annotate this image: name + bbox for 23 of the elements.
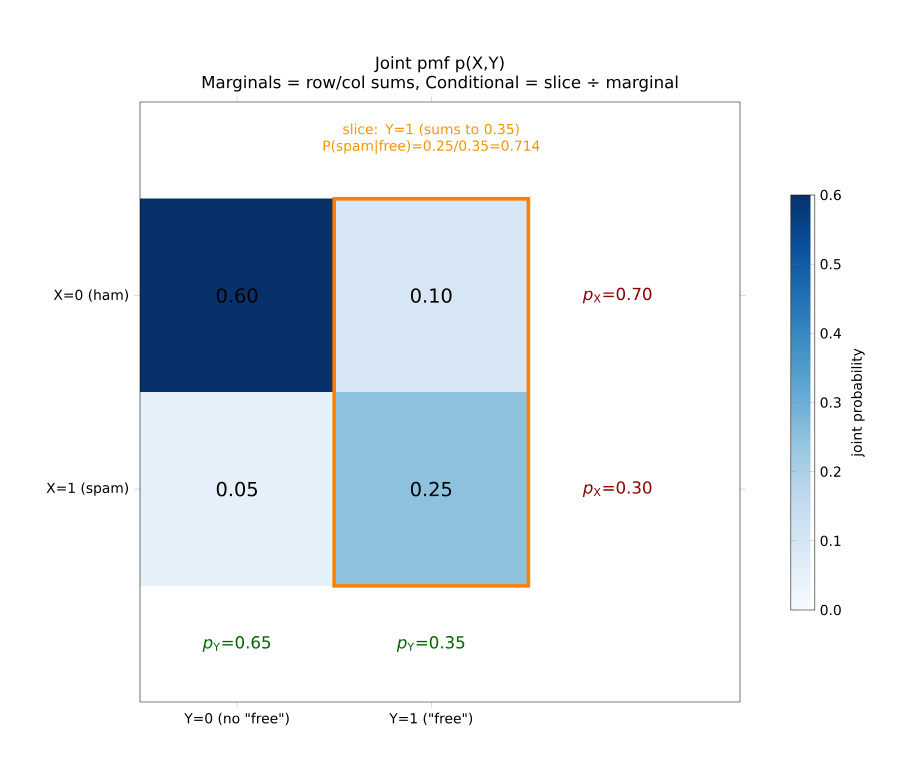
color-bar-title: joint probability (851, 348, 865, 458)
color-bar-label: 0.3 (820, 397, 841, 408)
x-tick-label: Y=1 ("free") (389, 712, 472, 726)
data-label: 0.60 (216, 288, 258, 303)
data-label: 0.05 (216, 482, 257, 496)
y-tick-label: X=0 (ham) (54, 289, 128, 302)
color-bar-label: 0.5 (820, 258, 841, 270)
text: p$_{Y}$=0.65 (202, 636, 270, 652)
x-tick-label: Y=0 (no "free") (184, 712, 289, 726)
text: p$_{Y}$=0.35 (396, 636, 464, 652)
color-bar-label: 0.2 (820, 466, 840, 477)
color-bar-label: 0.1 (820, 536, 840, 546)
y-tick-label: X=1 (spam) (46, 482, 128, 496)
color-bar-label: 0.0 (820, 604, 841, 616)
chart-title: Joint pmf p(X,Y) (374, 56, 504, 72)
data-label: 0.10 (410, 288, 452, 303)
text: slice: Y=1 (sums to 0.35) P(spam|free)=0.25/0.35=0.714 (324, 124, 540, 154)
text: p$_{X}$=0.70 (582, 288, 652, 304)
text: p$_{X}$=0.30 (582, 481, 652, 497)
color-bar-label: 0.6 (820, 190, 841, 200)
data-label: 0.25 (410, 482, 452, 496)
chart-subtitle: Marginals = row/col sums, Conditional = slice ÷ marginal (202, 76, 678, 92)
color-bar-label: 0.4 (820, 328, 841, 339)
